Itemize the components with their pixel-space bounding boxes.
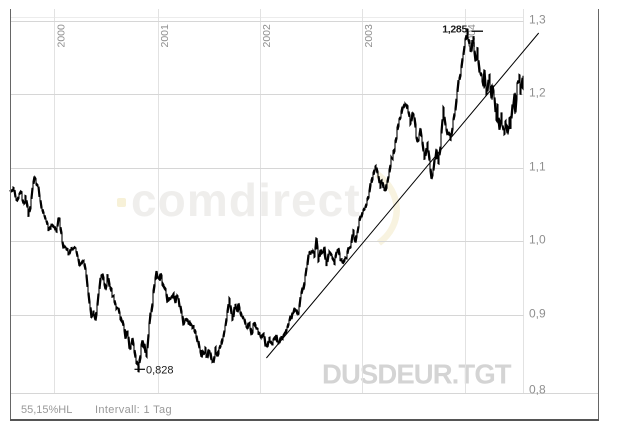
svg-text:0,8: 0,8	[529, 383, 546, 397]
svg-text:1,1: 1,1	[529, 160, 546, 174]
svg-text:DUSDEUR.TGT: DUSDEUR.TGT	[322, 359, 512, 390]
svg-text:0,9: 0,9	[529, 307, 546, 321]
svg-text:2003: 2003	[363, 24, 375, 48]
svg-text:1,3: 1,3	[529, 13, 546, 27]
svg-text:2002: 2002	[261, 24, 273, 48]
svg-text:comdirect: comdirect	[131, 174, 361, 226]
svg-text:1,0: 1,0	[529, 233, 546, 247]
svg-text:2000: 2000	[56, 24, 68, 48]
svg-text:55,15%HL: 55,15%HL	[21, 404, 72, 416]
svg-text:1,2: 1,2	[529, 86, 546, 100]
svg-text:2001: 2001	[159, 24, 171, 48]
svg-text:Intervall: 1 Tag: Intervall: 1 Tag	[95, 404, 172, 416]
svg-text:0,828: 0,828	[146, 365, 174, 377]
svg-text:1,285: 1,285	[442, 24, 467, 36]
